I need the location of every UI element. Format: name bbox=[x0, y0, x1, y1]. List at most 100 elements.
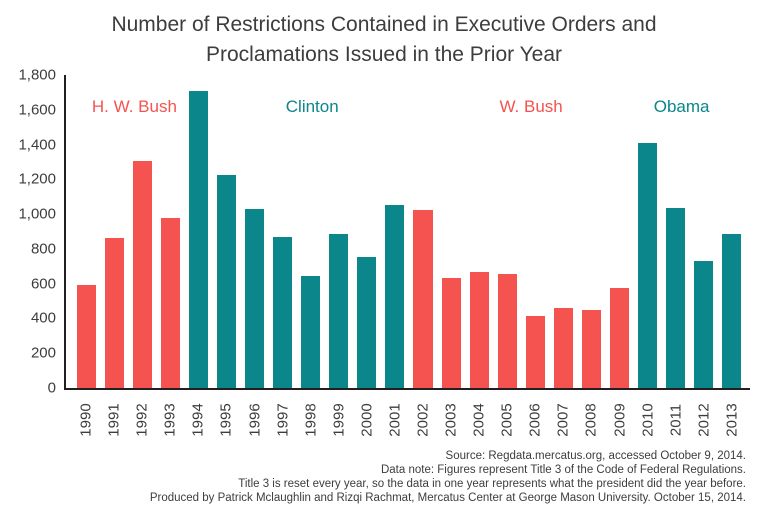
chart-title-line2: Proclamations Issued in the Prior Year bbox=[205, 43, 563, 67]
bar-2013 bbox=[722, 234, 742, 388]
bar-slot bbox=[297, 75, 325, 388]
y-tick-label: 1,000 bbox=[18, 205, 56, 223]
bar-slot bbox=[269, 75, 297, 388]
bar-2003 bbox=[441, 277, 461, 388]
x-tick-slot: 1994 bbox=[184, 394, 212, 446]
president-label: Clinton bbox=[285, 97, 339, 116]
bar-2001 bbox=[385, 205, 405, 388]
x-tick-label: 1998 bbox=[302, 403, 320, 437]
x-tick-slot: 2007 bbox=[549, 394, 577, 446]
bar-slot bbox=[240, 75, 268, 388]
y-tick-label: 1,400 bbox=[18, 136, 56, 154]
x-tick-label: 1999 bbox=[330, 403, 348, 437]
bar-1994 bbox=[188, 90, 208, 388]
bar-slot bbox=[718, 75, 746, 388]
y-axis-labels: 0 200 400 600 800 1,000 1,200 1,400 1,600 1,800 bbox=[0, 67, 56, 397]
x-tick-label: 2007 bbox=[554, 403, 572, 437]
x-tick-slot: 1990 bbox=[72, 394, 100, 446]
bar-slot bbox=[184, 75, 212, 388]
x-tick-slot: 1997 bbox=[269, 394, 297, 446]
x-tick-label: 2003 bbox=[442, 403, 460, 437]
x-tick-slot: 2003 bbox=[437, 394, 465, 446]
bar-slot bbox=[100, 75, 128, 388]
bar-slot bbox=[634, 75, 662, 388]
bar-1990 bbox=[76, 285, 96, 388]
x-tick-slot: 1992 bbox=[128, 394, 156, 446]
bar-slot bbox=[662, 75, 690, 388]
x-tick-slot: 2009 bbox=[605, 394, 633, 446]
x-tick-label: 1996 bbox=[246, 403, 263, 437]
x-tick-label: 2005 bbox=[498, 403, 516, 437]
plot-area: H. W. Bush Clinton W. Bush Obama bbox=[64, 75, 750, 390]
footnote-source: Source: Regdata.mercatus.org, accessed O… bbox=[445, 450, 746, 462]
bar-slot bbox=[156, 75, 184, 388]
x-tick-slot: 2005 bbox=[493, 394, 521, 446]
x-tick-label: 2009 bbox=[611, 403, 629, 437]
x-tick-slot: 1996 bbox=[240, 394, 268, 446]
chart-title-line1: Number of Restrictions Contained in Exec… bbox=[111, 13, 657, 36]
x-tick-slot: 1998 bbox=[297, 394, 325, 446]
bar-2000 bbox=[357, 256, 377, 388]
bar-slot bbox=[72, 75, 100, 388]
x-tick-slot: 1991 bbox=[100, 394, 128, 446]
x-tick-label: 2012 bbox=[695, 403, 713, 437]
bar-slot bbox=[128, 75, 156, 388]
bar-slot bbox=[409, 75, 437, 388]
y-tick-label: 1,800 bbox=[18, 66, 56, 84]
bar-slot bbox=[325, 75, 353, 388]
x-tick-label: 2006 bbox=[526, 403, 544, 437]
x-tick-slot: 2010 bbox=[634, 394, 662, 446]
x-tick-label: 2013 bbox=[723, 403, 741, 437]
x-tick-slot: 2002 bbox=[409, 394, 437, 446]
x-tick-slot: 2001 bbox=[381, 394, 409, 446]
bar-1992 bbox=[132, 161, 152, 388]
bar-slot bbox=[493, 75, 521, 388]
bar-slot bbox=[605, 75, 633, 388]
bar-2012 bbox=[694, 261, 714, 388]
footnote-data-note: Data note: Figures represent Title 3 of … bbox=[380, 464, 746, 477]
x-tick-label: 2002 bbox=[414, 403, 432, 437]
bar-1996 bbox=[244, 208, 265, 388]
bar-2006 bbox=[525, 315, 545, 388]
bar-slot bbox=[690, 75, 718, 388]
bar-1991 bbox=[104, 238, 124, 388]
bar-slot bbox=[212, 75, 240, 388]
x-tick-label: 1994 bbox=[189, 403, 207, 437]
bar-slot bbox=[381, 75, 409, 388]
x-tick-label: 1993 bbox=[161, 403, 179, 437]
bars-container bbox=[66, 75, 750, 388]
x-tick-label: 2004 bbox=[470, 403, 488, 437]
x-tick-slot: 2011 bbox=[662, 394, 690, 446]
bar-2002 bbox=[413, 209, 433, 388]
bar-2010 bbox=[638, 142, 658, 388]
x-tick-label: 2011 bbox=[667, 403, 685, 437]
footnote-produced-by: Produced by Patrick Mclaughlin and Rizqi… bbox=[149, 492, 746, 505]
bar-2005 bbox=[497, 274, 517, 388]
bar-slot bbox=[437, 75, 465, 388]
footnotes: Source: Regdata.mercatus.org, accessed O… bbox=[150, 449, 746, 505]
bar-1999 bbox=[329, 234, 349, 388]
bar-1998 bbox=[301, 275, 321, 388]
x-tick-slot: 1999 bbox=[325, 394, 353, 446]
x-tick-slot: 2000 bbox=[353, 394, 381, 446]
x-tick-slot: 2008 bbox=[577, 394, 605, 446]
y-tick-label: 600 bbox=[30, 275, 56, 293]
x-tick-slot: 1995 bbox=[212, 394, 240, 446]
bar-2004 bbox=[469, 272, 489, 388]
x-tick-label: 2010 bbox=[639, 403, 657, 437]
president-label: Obama bbox=[653, 97, 710, 116]
y-tick-label: 200 bbox=[30, 344, 56, 362]
bar-slot bbox=[577, 75, 605, 388]
bar-2009 bbox=[609, 288, 630, 388]
y-tick-label: 1,200 bbox=[18, 170, 56, 188]
bar-2011 bbox=[666, 208, 686, 388]
x-tick-label: 1991 bbox=[105, 403, 123, 437]
bar-2007 bbox=[553, 308, 573, 388]
x-tick-label: 1992 bbox=[133, 403, 151, 437]
x-tick-label: 1997 bbox=[274, 403, 292, 437]
x-tick-label: 1995 bbox=[217, 403, 235, 437]
y-tick-label: 800 bbox=[30, 240, 56, 258]
bar-1995 bbox=[216, 175, 236, 388]
x-tick-slot: 2012 bbox=[690, 394, 718, 446]
